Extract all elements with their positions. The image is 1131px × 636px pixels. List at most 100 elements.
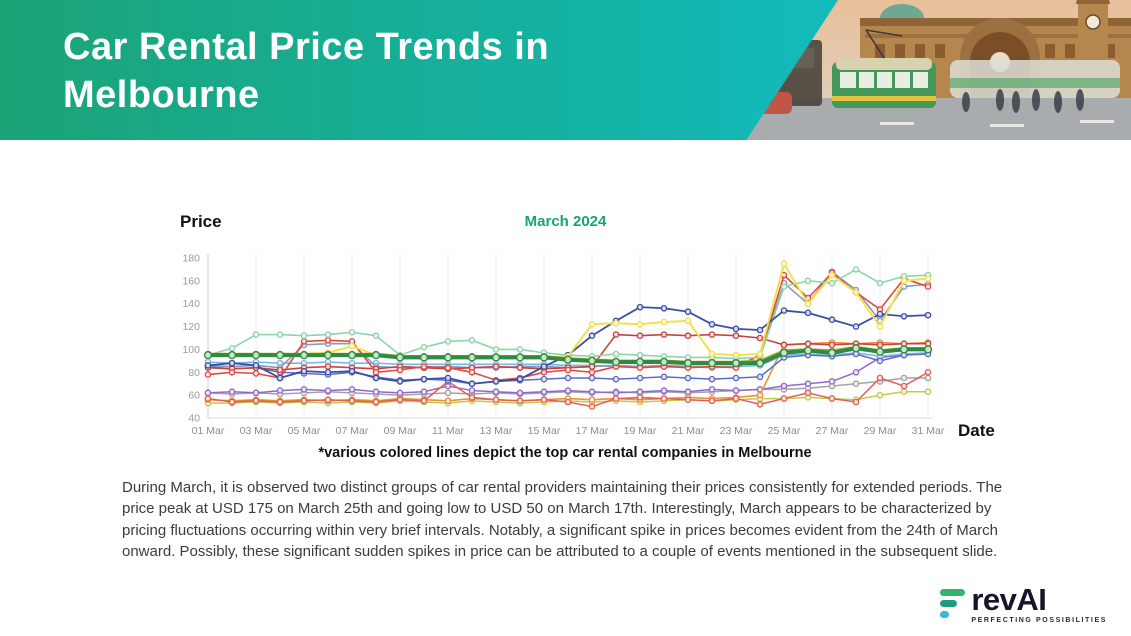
series-marker-company-lime bbox=[924, 388, 932, 396]
series-marker-company-yellow bbox=[348, 342, 356, 350]
series-marker-company-yellow bbox=[588, 320, 596, 328]
series-marker-company-crimson bbox=[660, 331, 668, 338]
series-marker-company-darkgreen bbox=[707, 359, 717, 368]
series-marker-company-purple bbox=[396, 389, 404, 397]
y-tick-label: 180 bbox=[182, 253, 200, 265]
series-marker-company-red-low bbox=[204, 395, 212, 402]
series-marker-company-darkgreen bbox=[539, 353, 549, 362]
series-marker-company-darkgreen bbox=[659, 357, 669, 367]
series-marker-company-gray bbox=[924, 374, 932, 382]
series-marker-company-red-low bbox=[852, 398, 860, 406]
series-marker-company-navy bbox=[348, 367, 356, 375]
series-marker-company-crimson bbox=[756, 334, 764, 342]
series-marker-company-crimson bbox=[828, 341, 836, 349]
series-marker-company-darkgreen bbox=[923, 345, 933, 354]
y-tick-label: 40 bbox=[188, 413, 200, 425]
series-marker-company-navy bbox=[708, 320, 716, 328]
x-tick-label: 27 Mar bbox=[816, 425, 849, 437]
series-marker-company-darkgreen bbox=[395, 353, 405, 362]
x-tick-label: 13 Mar bbox=[480, 425, 513, 437]
series-marker-company-indigo bbox=[876, 357, 884, 365]
series-marker-company-mint bbox=[228, 344, 236, 352]
series-marker-company-red-low bbox=[276, 398, 284, 406]
series-marker-company-darkgreen bbox=[227, 351, 237, 360]
series-marker-company-darkgreen bbox=[371, 351, 381, 360]
x-tick-label: 09 Mar bbox=[384, 425, 417, 437]
series-marker-company-red bbox=[420, 363, 428, 370]
series-marker-company-red-low bbox=[372, 398, 380, 406]
series-marker-company-navy bbox=[420, 375, 428, 383]
series-marker-company-purple bbox=[588, 388, 596, 396]
series-marker-company-crimson bbox=[684, 332, 692, 340]
series-marker-company-crimson bbox=[732, 332, 740, 340]
series-marker-company-red-low bbox=[516, 397, 524, 405]
series-marker-company-yellow bbox=[756, 350, 764, 358]
series-marker-company-red bbox=[588, 368, 596, 376]
series-marker-company-red bbox=[444, 364, 452, 372]
series-marker-company-darkgreen bbox=[419, 353, 429, 362]
x-tick-label: 25 Mar bbox=[768, 425, 801, 437]
series-marker-company-purple bbox=[564, 387, 572, 394]
series-marker-company-darkgreen bbox=[899, 345, 909, 354]
series-marker-company-mint bbox=[276, 331, 284, 338]
chart-x-axis-title: Date bbox=[958, 421, 995, 440]
series-marker-company-navy bbox=[372, 374, 380, 382]
series-marker-company-purple bbox=[708, 386, 716, 393]
series-marker-company-darkgreen bbox=[635, 357, 645, 367]
series-marker-company-mint bbox=[612, 350, 620, 358]
series-marker-company-indigo bbox=[540, 375, 548, 383]
x-tick-label: 17 Mar bbox=[576, 425, 609, 437]
series-marker-company-yellow bbox=[804, 300, 812, 308]
series-marker-company-yellow bbox=[900, 277, 908, 285]
chart-caption: *various colored lines depict the top ca… bbox=[318, 445, 812, 461]
x-tick-label: 15 Mar bbox=[528, 425, 561, 437]
series-marker-company-navy bbox=[828, 316, 836, 324]
series-marker-company-darkgreen bbox=[275, 351, 285, 360]
series-marker-company-mint bbox=[852, 266, 860, 273]
series-marker-company-navy bbox=[492, 378, 500, 385]
series-marker-company-purple bbox=[420, 388, 428, 396]
series-marker-company-purple bbox=[780, 382, 788, 390]
series-marker-company-purple bbox=[612, 389, 620, 397]
series-marker-company-navy bbox=[900, 312, 908, 320]
melbourne-scene-illustration bbox=[746, 0, 1131, 140]
series-marker-company-mint bbox=[444, 338, 452, 345]
series-marker-company-lime bbox=[876, 391, 884, 399]
series-marker-company-yellow bbox=[924, 275, 932, 282]
series-marker-company-red bbox=[300, 338, 308, 345]
series-marker-company-purple bbox=[468, 387, 476, 394]
series-marker-company-purple bbox=[276, 387, 284, 394]
reval-logo-mark-icon bbox=[940, 589, 966, 618]
series-marker-company-purple bbox=[372, 388, 380, 396]
series-marker-company-crimson bbox=[324, 363, 332, 370]
series-line-company-mint bbox=[207, 268, 929, 360]
series-marker-company-purple bbox=[828, 378, 836, 385]
series-marker-company-darkgreen bbox=[611, 357, 621, 367]
series-marker-company-darkgreen bbox=[491, 353, 501, 362]
series-marker-company-orange bbox=[588, 396, 596, 404]
series-marker-company-crimson bbox=[804, 340, 812, 348]
series-marker-company-darkgreen bbox=[347, 351, 357, 360]
series-marker-company-red-low bbox=[924, 368, 932, 376]
y-tick-label: 100 bbox=[182, 344, 200, 356]
series-marker-company-indigo bbox=[612, 375, 620, 383]
series-marker-company-mint bbox=[492, 346, 500, 353]
series-marker-company-yellow bbox=[732, 351, 740, 359]
series-marker-company-navy bbox=[324, 368, 332, 376]
x-tick-label: 23 Mar bbox=[720, 425, 753, 437]
series-marker-company-indigo bbox=[660, 373, 668, 381]
series-marker-company-navy bbox=[396, 378, 404, 385]
series-marker-company-crimson bbox=[276, 366, 284, 374]
series-marker-company-darkgreen bbox=[323, 351, 333, 360]
series-marker-company-purple bbox=[732, 387, 740, 394]
series-marker-company-navy bbox=[756, 326, 764, 334]
series-marker-company-indigo bbox=[588, 374, 596, 382]
series-marker-company-mint bbox=[828, 279, 836, 287]
series-marker-company-red-low bbox=[636, 394, 644, 401]
series-marker-company-indigo bbox=[684, 374, 692, 382]
series-marker-company-red-low bbox=[900, 382, 908, 390]
series-marker-company-red-low bbox=[420, 397, 428, 405]
series-marker-company-darkgreen bbox=[563, 355, 573, 364]
slide-title: Car Rental Price Trends in Melbourne bbox=[63, 26, 550, 116]
